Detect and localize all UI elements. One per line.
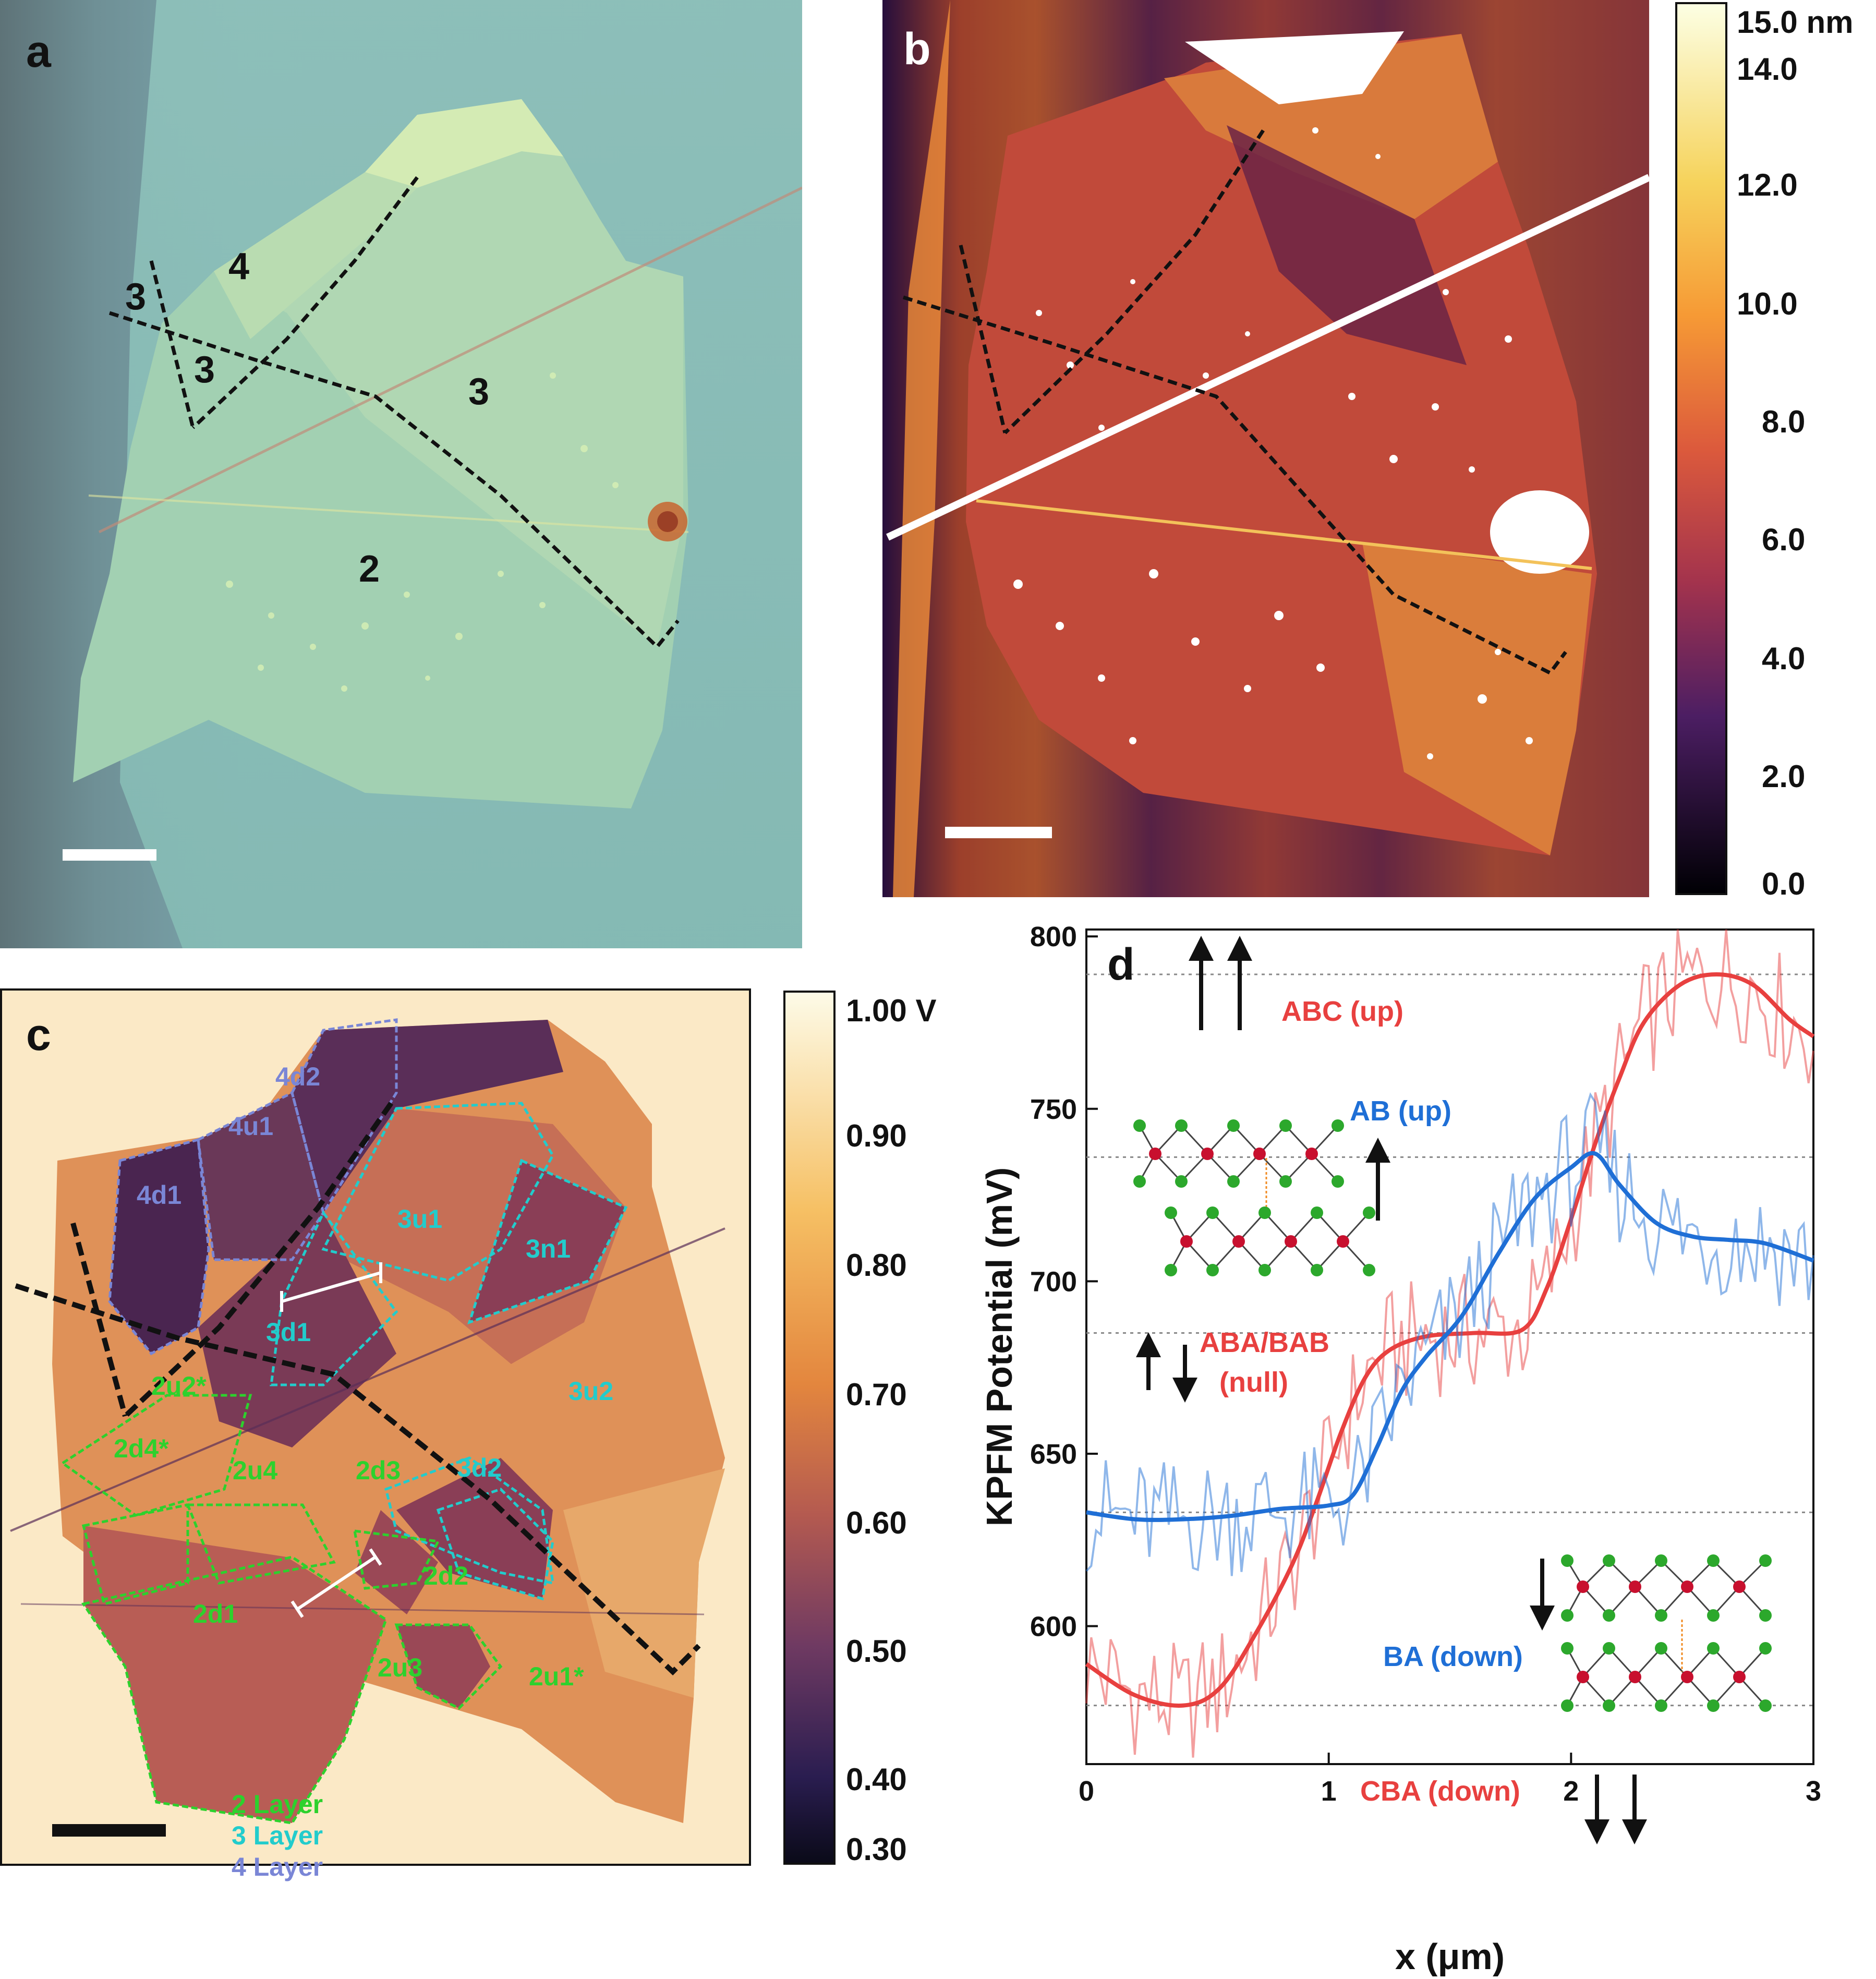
region-label-2u1: 2u1* <box>529 1662 584 1691</box>
annotation-null: (null) <box>1219 1367 1288 1398</box>
legend-4-layer: 4 Layer <box>232 1852 323 1881</box>
colorbar-tick: 14.0 <box>1737 52 1798 87</box>
layer-count-label: 3 <box>468 371 490 413</box>
boundary-line <box>15 1283 701 1675</box>
afm-image <box>882 0 1649 897</box>
raw-profile-trace <box>1085 929 1814 1758</box>
kpfm-map <box>0 988 751 1866</box>
profile-marker <box>296 1555 377 1611</box>
colorbar-tick: 0.0 <box>1762 866 1806 901</box>
smoothed-profile-line <box>1085 972 1815 1708</box>
region-label-2d1: 2d1 <box>193 1599 238 1628</box>
annotation-abc: ABC (up) <box>1281 996 1403 1027</box>
boundary-line <box>959 245 1007 433</box>
region-label-3u1: 3u1 <box>397 1204 443 1234</box>
colorbar-tick: 0.50 <box>846 1634 907 1669</box>
ab-structure-inset <box>1133 1119 1375 1276</box>
smoothed-profile-line <box>1086 1151 1814 1522</box>
region-label-4d2: 4d2 <box>275 1062 321 1091</box>
colorbar-tick: 0.60 <box>846 1505 907 1540</box>
boundary-line <box>902 295 1567 675</box>
y-tick-label: 700 <box>1030 1266 1077 1297</box>
panel-b: b 15.0 nm 14.0 12.0 10.0 8.0 6.0 4.0 2.0… <box>882 0 1876 901</box>
colorbar-tick: 0.80 <box>846 1248 907 1283</box>
annotation-ba: BA (down) <box>1383 1641 1523 1672</box>
boundary-line <box>108 311 680 650</box>
colorbar-tick: 4.0 <box>1762 641 1806 676</box>
panel-label: a <box>26 27 51 77</box>
region-label-3u2: 3u2 <box>568 1377 614 1406</box>
layer-count-label: 4 <box>228 246 250 287</box>
colorbar-tick: 15.0 nm <box>1737 5 1854 40</box>
annotation-cba: CBA (down) <box>1360 1776 1520 1807</box>
panel-label: b <box>903 24 931 74</box>
x-tick-label: 1 <box>1321 1776 1337 1807</box>
region-label-3n1: 3n1 <box>526 1234 571 1263</box>
raw-profile-trace <box>1085 1092 1814 1576</box>
boundary-line <box>123 1102 394 1418</box>
scale-bar <box>945 827 1052 838</box>
colorbar-tick: 0.90 <box>846 1118 907 1153</box>
scale-bar <box>52 1824 166 1837</box>
region-label-2d3: 2d3 <box>356 1456 401 1485</box>
colorbar-tick: 0.30 <box>846 1832 907 1867</box>
panel-d: 0 1 2 3 600 650 700 750 800 <box>960 918 1876 1977</box>
region-label-2u2: 2u2* <box>151 1371 207 1401</box>
region-label-4u1: 4u1 <box>228 1112 274 1141</box>
panel-c: c 4d2 4u1 4d1 3u1 3n1 3d1 3u2 3d2 2u2* 2… <box>0 988 991 1976</box>
y-tick-label: 650 <box>1030 1439 1077 1470</box>
colorbar-tick: 8.0 <box>1762 404 1806 439</box>
legend-2-layer: 2 Layer <box>232 1790 323 1819</box>
colorbar-tick: 12.0 <box>1737 167 1798 202</box>
y-tick-label: 800 <box>1030 921 1077 952</box>
boundary-line <box>191 176 419 429</box>
y-tick-label: 600 <box>1030 1611 1077 1643</box>
kpfm-line-chart: 0 1 2 3 600 650 700 750 800 <box>979 921 1821 1977</box>
colorbar-tick: 1.00 V <box>846 993 937 1028</box>
boundary-line <box>70 1222 128 1417</box>
colorbar <box>783 991 836 1865</box>
panel-label: c <box>26 1010 51 1060</box>
profile-marker <box>281 1271 381 1303</box>
colorbar <box>1675 2 1727 895</box>
x-tick-label: 2 <box>1563 1776 1579 1807</box>
x-tick-label: 0 <box>1079 1776 1094 1807</box>
region-label-2u3: 2u3 <box>378 1653 423 1682</box>
colorbar-tick: 2.0 <box>1762 759 1806 794</box>
y-axis-label: KPFM Potential (mV) <box>979 1167 1020 1526</box>
region-label-2d2: 2d2 <box>423 1561 469 1590</box>
layer-count-label: 2 <box>359 548 380 590</box>
region-label-4d1: 4d1 <box>137 1180 182 1210</box>
optical-image <box>0 0 803 948</box>
annotation-aba: ABA/BAB <box>1200 1327 1329 1358</box>
region-label-3d1: 3d1 <box>266 1318 311 1347</box>
layer-count-label: 3 <box>194 349 215 391</box>
colorbar-tick: 0.70 <box>846 1377 907 1412</box>
colorbar-tick: 0.40 <box>846 1762 907 1797</box>
panel-label: d <box>1107 939 1135 990</box>
y-tick-label: 750 <box>1030 1094 1077 1125</box>
colorbar-tick: 6.0 <box>1762 522 1806 557</box>
annotation-ab: AB (up) <box>1350 1095 1451 1127</box>
panel-a: a 3 4 3 3 2 <box>0 0 803 948</box>
scale-bar <box>63 849 156 861</box>
region-label-2d4: 2d4* <box>114 1434 169 1463</box>
legend-3-layer: 3 Layer <box>232 1821 323 1850</box>
boundary-line <box>1003 129 1265 435</box>
x-axis-label: x (μm) <box>1395 1936 1505 1976</box>
colorbar-tick: 10.0 <box>1737 286 1798 321</box>
region-label-3d2: 3d2 <box>457 1453 502 1482</box>
layer-count-label: 3 <box>125 276 147 318</box>
x-tick-label: 3 <box>1806 1776 1821 1807</box>
ba-structure-inset <box>1561 1554 1772 1712</box>
region-label-2u4: 2u4 <box>233 1456 278 1485</box>
